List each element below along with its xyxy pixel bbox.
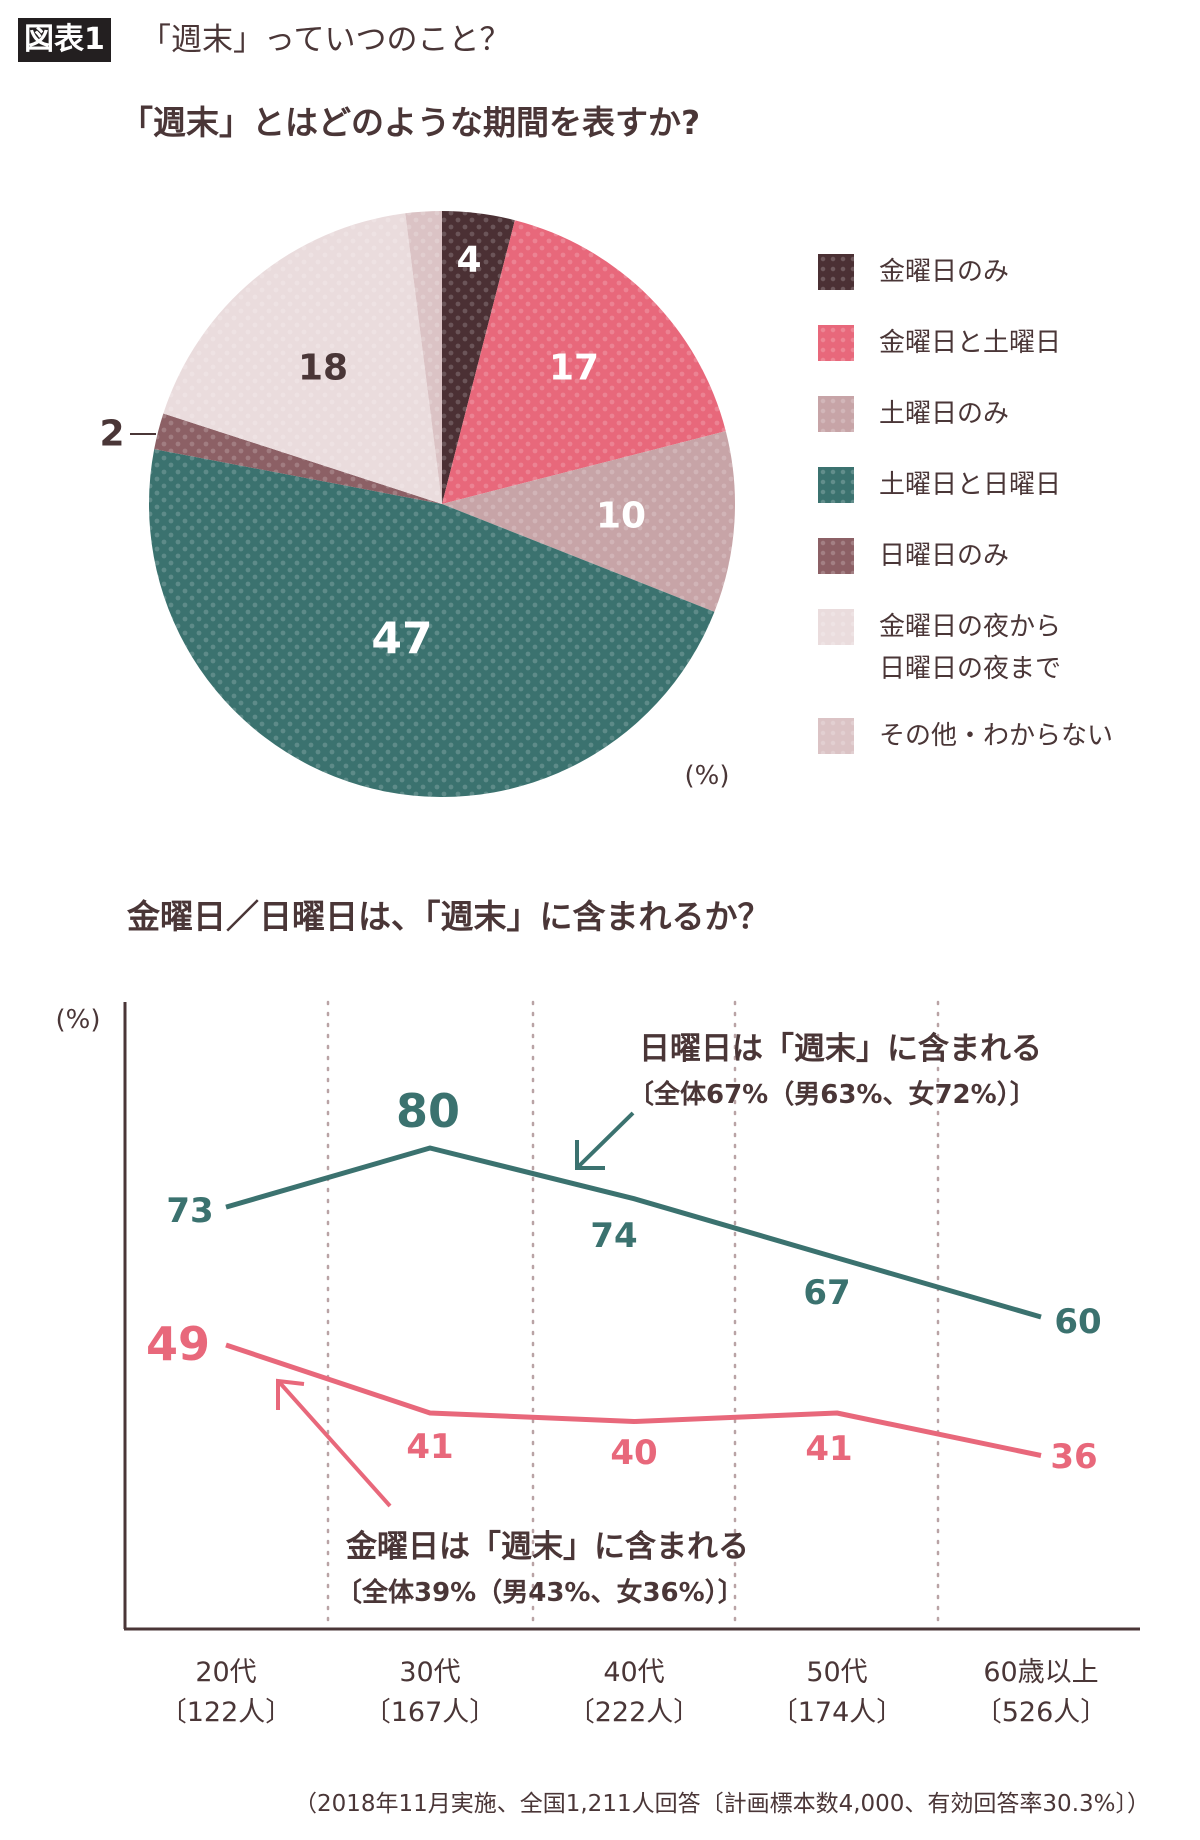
pie-label-leader-line	[130, 433, 156, 435]
legend-swatch	[818, 718, 854, 754]
pie-slice-texture	[442, 431, 735, 612]
friday-series-annotation: 金曜日は「週末」に含まれる	[346, 1529, 749, 1565]
friday-arrow	[278, 1381, 392, 1508]
pie-slice-texture	[405, 211, 442, 504]
x-tick-label: 60歳以上〔526人〕	[961, 1653, 1121, 1733]
data-label-sun-30s: 80	[395, 1084, 461, 1138]
x-tick-label: 20代〔122人〕	[146, 1653, 306, 1733]
sunday-series-annotation: 日曜日は「週末」に含まれる	[639, 1031, 1042, 1067]
data-label-fri-60s: 36	[1050, 1437, 1098, 1477]
data-label-sun-20s: 73	[166, 1191, 214, 1231]
sunday-arrowhead	[575, 1140, 605, 1170]
pie-title: 「週末」とはどのような期間を表すか?	[120, 103, 701, 142]
pie-slice-texture	[154, 413, 443, 504]
y-axis-label: (%)	[55, 1005, 101, 1035]
legend-label: その他・わからない	[879, 721, 1114, 751]
data-label-sun-60s: 60	[1054, 1302, 1102, 1342]
legend-label: 日曜日の夜まで	[879, 654, 1062, 684]
sunday-series-note: 〔全体67%（男63%、女72%）〕	[628, 1080, 1036, 1110]
figure-title: 「週末」っていつのこと？	[140, 22, 511, 58]
data-label-fri-40s: 40	[610, 1433, 658, 1473]
pie-slice-texture	[163, 213, 442, 504]
legend-label: 土曜日と日曜日	[879, 470, 1062, 500]
footnote: （2018年11月実施、全国1,211人回答〔計画標本数4,000、有効回答率3…	[293, 1791, 1150, 1817]
legend-swatch	[818, 609, 854, 645]
x-category-label: 30代	[399, 1657, 461, 1688]
x-category-label: 40代	[603, 1657, 665, 1688]
x-category-count: 〔174人〕	[770, 1697, 904, 1728]
legend-label: 金曜日と土曜日	[879, 328, 1062, 358]
x-category-label: 60歳以上	[983, 1657, 1099, 1688]
legend-label: 日曜日のみ	[879, 541, 1010, 571]
data-label-fri-30s: 41	[406, 1427, 454, 1467]
line-chart-title: 金曜日／日曜日は、「週末」に含まれるか？	[127, 897, 771, 936]
legend-swatch	[818, 538, 854, 574]
pie-slice-texture	[442, 220, 726, 504]
x-category-label: 20代	[195, 1657, 257, 1688]
x-tick-label: 40代〔222人〕	[554, 1653, 714, 1733]
pie-slice-texture	[149, 449, 715, 797]
x-tick-label: 30代〔167人〕	[350, 1653, 510, 1733]
legend-swatch	[818, 396, 854, 432]
x-category-label: 50代	[806, 1657, 868, 1688]
friday-series-note: 〔全体39%（男43%、女36%）〕	[336, 1578, 744, 1608]
pie-label-fri-only: 4	[456, 239, 482, 281]
pie-label-sat-only: 10	[595, 495, 647, 537]
pie-unit-label: (%)	[684, 761, 730, 791]
pie-label-sun-only: 2	[99, 413, 125, 455]
pie-label-fri-night-sun-night: 18	[297, 347, 349, 389]
legend-label: 金曜日の夜から	[879, 612, 1062, 642]
x-category-count: 〔526人〕	[974, 1697, 1108, 1728]
legend-swatch	[818, 467, 854, 503]
figure-badge: 図表1	[18, 18, 111, 62]
x-category-count: 〔122人〕	[159, 1697, 293, 1728]
legend-swatch	[818, 254, 854, 290]
x-tick-label: 50代〔174人〕	[757, 1653, 917, 1733]
pie-label-sat-sun: 47	[371, 613, 433, 665]
x-category-count: 〔222人〕	[567, 1697, 701, 1728]
pie-slice-texture	[442, 211, 515, 504]
legend-label: 金曜日のみ	[879, 257, 1010, 287]
sunday-arrow	[577, 1111, 635, 1168]
x-category-count: 〔167人〕	[363, 1697, 497, 1728]
data-label-sun-40s: 74	[590, 1216, 638, 1256]
friday-arrowhead	[276, 1378, 305, 1410]
data-label-fri-50s: 41	[805, 1429, 853, 1469]
legend-swatch	[818, 325, 854, 361]
data-label-fri-20s: 49	[145, 1317, 211, 1371]
legend-label: 土曜日のみ	[879, 399, 1010, 429]
pie-label-fri-sat: 17	[548, 347, 600, 389]
data-label-sun-50s: 67	[803, 1273, 851, 1313]
